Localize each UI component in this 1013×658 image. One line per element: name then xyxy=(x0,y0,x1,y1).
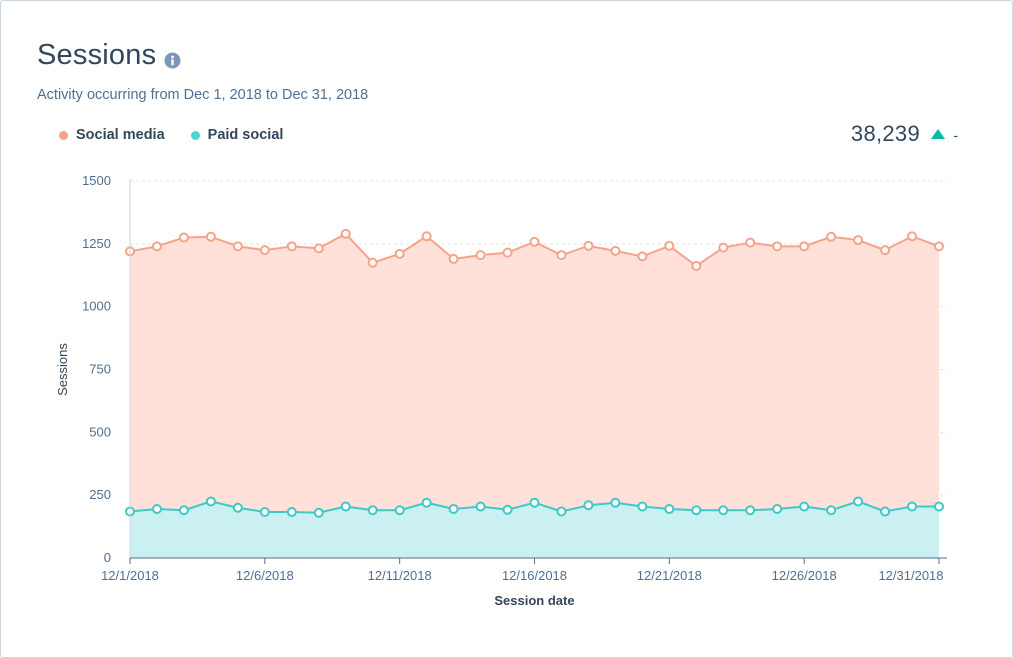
y-tick-label-1000: 1000 xyxy=(82,299,111,314)
legend-dot-social-media xyxy=(59,130,68,140)
x-tick-label-11: 12/11/2018 xyxy=(368,568,432,583)
point-paid-social-day-31[interactable] xyxy=(934,501,944,512)
x-tick-label-6: 12/6/2018 xyxy=(236,568,294,583)
point-social-media-day-6[interactable] xyxy=(259,245,270,256)
x-tick-label-31: 12/31/2018 xyxy=(878,568,943,583)
point-paid-social-day-26[interactable] xyxy=(799,501,810,512)
legend-label-paid-social: Paid social xyxy=(207,127,284,143)
point-paid-social-day-29[interactable] xyxy=(880,506,891,517)
point-paid-social-day-12[interactable] xyxy=(421,497,432,508)
point-paid-social-day-22[interactable] xyxy=(691,505,702,516)
x-tick-label-16: 12/16/2018 xyxy=(502,568,567,583)
point-social-media-day-31[interactable] xyxy=(934,241,944,252)
y-axis-title: Sessions xyxy=(55,343,70,396)
point-social-media-day-13[interactable] xyxy=(448,253,459,264)
point-paid-social-day-6[interactable] xyxy=(259,507,270,518)
point-social-media-day-8[interactable] xyxy=(313,243,324,254)
y-tick-label-750: 750 xyxy=(89,362,111,377)
report-title: Sessions xyxy=(37,39,157,71)
point-social-media-day-5[interactable] xyxy=(232,241,243,252)
point-paid-social-day-19[interactable] xyxy=(610,497,621,508)
point-social-media-day-29[interactable] xyxy=(880,245,891,256)
point-paid-social-day-11[interactable] xyxy=(394,505,405,516)
change-value: - xyxy=(953,127,958,143)
point-paid-social-day-17[interactable] xyxy=(556,506,567,517)
y-tick-label-0: 0 xyxy=(104,550,111,565)
point-paid-social-day-28[interactable] xyxy=(853,496,864,507)
point-social-media-day-10[interactable] xyxy=(367,257,378,268)
point-social-media-day-4[interactable] xyxy=(205,231,216,242)
point-paid-social-day-27[interactable] xyxy=(826,505,837,516)
info-icon[interactable] xyxy=(164,52,181,69)
point-paid-social-day-24[interactable] xyxy=(745,505,756,516)
point-social-media-day-9[interactable] xyxy=(340,228,351,239)
point-social-media-day-14[interactable] xyxy=(475,250,486,261)
point-social-media-day-11[interactable] xyxy=(394,248,405,259)
point-social-media-day-15[interactable] xyxy=(502,247,513,258)
point-social-media-day-16[interactable] xyxy=(529,236,540,247)
point-paid-social-day-30[interactable] xyxy=(907,501,918,512)
area-social-media xyxy=(130,233,939,558)
legend-item-paid-social[interactable]: Paid social xyxy=(190,127,284,143)
point-social-media-day-26[interactable] xyxy=(799,241,810,252)
point-paid-social-day-23[interactable] xyxy=(718,505,729,516)
point-social-media-day-30[interactable] xyxy=(907,231,918,242)
point-paid-social-day-16[interactable] xyxy=(529,497,540,508)
point-paid-social-day-13[interactable] xyxy=(448,503,459,514)
area-paid-social xyxy=(130,501,939,558)
y-tick-label-250: 250 xyxy=(89,487,111,502)
point-social-media-day-12[interactable] xyxy=(421,231,432,242)
point-paid-social-day-21[interactable] xyxy=(664,503,675,514)
point-social-media-day-24[interactable] xyxy=(745,237,756,248)
trend-up-icon xyxy=(931,129,945,139)
x-axis-title: Session date xyxy=(494,593,574,608)
point-paid-social-day-5[interactable] xyxy=(232,502,243,513)
point-paid-social-day-2[interactable] xyxy=(151,503,162,514)
y-tick-label-500: 500 xyxy=(89,424,111,439)
point-paid-social-day-4[interactable] xyxy=(205,496,216,507)
point-social-media-day-17[interactable] xyxy=(556,250,567,261)
legend-dot-paid-social xyxy=(190,130,200,140)
x-tick-label-1: 12/1/2018 xyxy=(101,568,159,583)
point-social-media-day-21[interactable] xyxy=(664,240,675,251)
point-social-media-day-28[interactable] xyxy=(853,235,864,246)
point-paid-social-day-3[interactable] xyxy=(178,505,189,516)
chart-legend: Social media Paid social xyxy=(59,127,283,143)
point-paid-social-day-14[interactable] xyxy=(475,501,486,512)
point-social-media-day-23[interactable] xyxy=(718,242,729,253)
point-paid-social-day-8[interactable] xyxy=(313,507,324,518)
x-tick-label-21: 12/21/2018 xyxy=(637,568,702,583)
point-social-media-day-18[interactable] xyxy=(583,240,594,251)
y-tick-label-1250: 1250 xyxy=(82,236,111,251)
point-social-media-day-22[interactable] xyxy=(691,260,702,271)
point-social-media-day-27[interactable] xyxy=(826,231,837,242)
total-sessions-value: 38,239 xyxy=(850,121,920,146)
total-summary: 38,239 - xyxy=(850,121,958,147)
point-social-media-day-25[interactable] xyxy=(772,241,783,252)
y-tick-label-1500: 1500 xyxy=(82,173,111,188)
point-paid-social-day-15[interactable] xyxy=(502,504,513,515)
point-social-media-day-19[interactable] xyxy=(610,245,621,256)
x-tick-label-26: 12/26/2018 xyxy=(772,568,837,583)
date-range-subtitle: Activity occurring from Dec 1, 2018 to D… xyxy=(37,87,369,103)
legend-item-social-media[interactable]: Social media xyxy=(59,127,165,143)
point-paid-social-day-9[interactable] xyxy=(340,501,351,512)
point-paid-social-day-10[interactable] xyxy=(367,505,378,516)
legend-label-social-media: Social media xyxy=(76,127,165,143)
point-social-media-day-7[interactable] xyxy=(286,241,297,252)
point-paid-social-day-18[interactable] xyxy=(583,500,594,511)
point-social-media-day-3[interactable] xyxy=(178,232,189,243)
point-paid-social-day-25[interactable] xyxy=(772,503,783,514)
point-paid-social-day-7[interactable] xyxy=(286,507,297,518)
point-paid-social-day-20[interactable] xyxy=(637,501,648,512)
point-social-media-day-20[interactable] xyxy=(637,251,648,262)
point-social-media-day-2[interactable] xyxy=(151,241,162,252)
